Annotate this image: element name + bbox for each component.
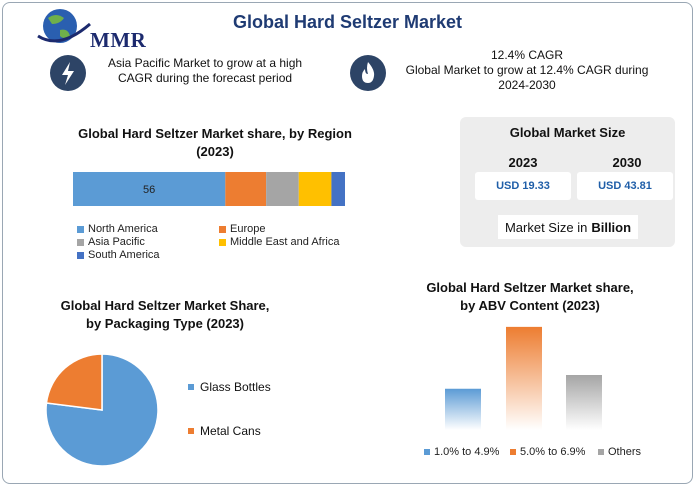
logo-text: MMR	[90, 28, 147, 52]
legend-label: Asia Pacific	[88, 236, 145, 248]
legend-label: Europe	[230, 223, 266, 235]
legend-label: Glass Bottles	[200, 380, 271, 394]
region-title-line2: (2023)	[196, 144, 234, 159]
region-chart-title: Global Hard Seltzer Market share, by Reg…	[60, 125, 370, 161]
region-bar-segment-south-america	[331, 172, 345, 206]
region-bar-data-label: 56	[143, 184, 155, 196]
packaging-title-line2: by Packaging Type (2023)	[86, 316, 244, 331]
info-right-line2: Global Market to grow at 12.4% CAGR duri…	[405, 63, 649, 77]
market-size-2023-value: USD 19.33	[475, 172, 571, 200]
legend-swatch	[188, 384, 194, 390]
legend-swatch	[188, 428, 194, 434]
packaging-chart-title: Global Hard Seltzer Market Share, by Pac…	[45, 297, 285, 333]
legend-swatch	[77, 238, 84, 246]
legend-asia-pacific: Asia Pacific	[77, 236, 145, 248]
legend-abv-2: 5.0% to 6.9%	[510, 446, 585, 458]
info-right-text: 12.4% CAGR Global Market to grow at 12.4…	[392, 48, 662, 93]
legend-swatch	[219, 225, 226, 233]
year-2030-label: 2030	[612, 155, 642, 170]
legend-swatch	[77, 251, 84, 259]
legend-swatch	[77, 225, 84, 233]
region-bar-segment-middle-east-and-africa	[298, 172, 332, 206]
legend-north-america: North America	[77, 223, 158, 235]
cagr-value: 12.4% CAGR	[490, 48, 564, 62]
legend-label: Others	[608, 446, 642, 458]
legend-abv-1: 1.0% to 4.9%	[424, 446, 499, 458]
pie-slice-glass-bottles	[45, 353, 159, 467]
legend-south-america: South America	[77, 249, 160, 261]
unit-note-unit: Billion	[591, 219, 632, 235]
abv-title-line2: by ABV Content (2023)	[460, 298, 600, 313]
legend-swatch	[510, 449, 516, 455]
market-size-unit-note: Market Size in Billion	[498, 215, 638, 239]
market-size-panel: Global Market Size 2023 2030 USD 19.33 U…	[460, 117, 675, 247]
legend-label: 5.0% to 6.9%	[520, 446, 586, 458]
legend-label: 1.0% to 4.9%	[434, 446, 500, 458]
info-left-text: Asia Pacific Market to grow at a high CA…	[92, 56, 318, 86]
legend-metal-cans: Metal Cans	[188, 424, 261, 438]
mmr-logo: MMR	[30, 6, 146, 52]
abv-title-line1: Global Hard Seltzer Market share,	[426, 280, 634, 295]
page-title: Global Hard Seltzer Market	[232, 12, 463, 32]
market-size-title: Global Market Size	[509, 125, 626, 140]
legend-glass-bottles: Glass Bottles	[188, 380, 271, 394]
legend-europe: Europe	[219, 223, 265, 235]
region-title-line1: Global Hard Seltzer Market share, by Reg…	[78, 126, 352, 141]
flame-icon	[350, 55, 386, 91]
year-2023-label: 2023	[508, 155, 538, 170]
legend-label: Metal Cans	[200, 424, 261, 438]
info-right-line3: 2024-2030	[498, 78, 556, 92]
legend-abv-3: Others	[598, 446, 641, 458]
legend-middle-east-africa: Middle East and Africa	[219, 236, 339, 248]
abv-bar-1	[445, 388, 481, 430]
abv-bar-3	[566, 375, 602, 430]
legend-label: South America	[88, 249, 160, 261]
abv-bar-2	[506, 326, 542, 430]
info-left-line1: Asia Pacific Market to grow at a high	[107, 56, 303, 70]
region-bar-segment-europe	[225, 172, 267, 206]
legend-label: North America	[88, 223, 158, 235]
legend-swatch	[598, 449, 604, 455]
region-bar-segment-north-america	[73, 172, 226, 206]
abv-chart-title: Global Hard Seltzer Market share, by ABV…	[395, 279, 665, 315]
globe-icon	[37, 9, 91, 43]
legend-label: Middle East and Africa	[230, 236, 340, 248]
packaging-title-line1: Global Hard Seltzer Market Share,	[60, 298, 270, 313]
lightning-icon	[50, 55, 86, 91]
legend-swatch	[424, 449, 430, 455]
legend-swatch	[219, 238, 226, 246]
region-bar-segment-asia-pacific	[266, 172, 299, 206]
pie-slice-metal-cans	[45, 353, 103, 411]
unit-note-prefix: Market Size in	[504, 219, 588, 235]
market-size-2030-value: USD 43.81	[577, 172, 673, 200]
info-left-line2: CAGR during the forecast period	[117, 71, 293, 85]
